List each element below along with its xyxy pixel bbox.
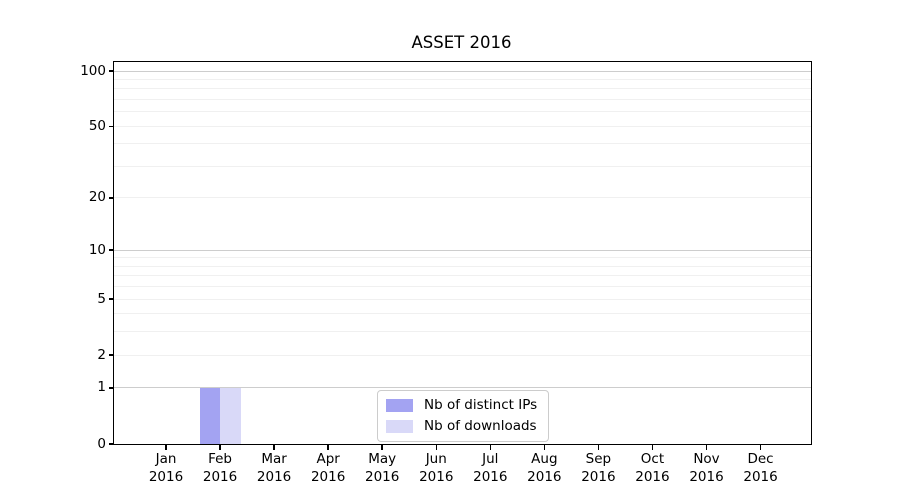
x-tick-year: 2016 xyxy=(581,468,616,485)
x-tick-month: Mar xyxy=(261,451,287,467)
x-tick-year: 2016 xyxy=(527,468,562,485)
x-tick-year: 2016 xyxy=(256,468,292,485)
x-tick-label: Apr 2016 xyxy=(298,451,358,486)
chart-title: ASSET 2016 xyxy=(411,33,512,52)
x-tick-month: Nov xyxy=(693,451,720,467)
x-tick-mark xyxy=(381,445,383,450)
minor-gridline xyxy=(114,88,811,90)
minor-gridline xyxy=(114,78,811,80)
x-tick-month: Apr xyxy=(316,451,340,467)
minor-gridline xyxy=(114,265,811,267)
x-tick-month: Jan xyxy=(155,451,177,467)
y-tick-mark xyxy=(108,443,113,445)
x-tick-year: 2016 xyxy=(365,468,400,485)
x-tick-mark xyxy=(327,445,329,450)
x-tick-label: Nov 2016 xyxy=(677,451,737,486)
y-tick-label: 50 xyxy=(88,117,106,134)
legend: Nb of distinct IPs Nb of downloads xyxy=(377,390,550,442)
y-tick-mark xyxy=(108,298,113,300)
y-tick-mark xyxy=(108,354,113,356)
x-tick-label: Mar 2016 xyxy=(244,451,304,486)
x-tick-year: 2016 xyxy=(743,468,778,485)
minor-gridline xyxy=(114,286,811,288)
legend-item: Nb of distinct IPs xyxy=(386,397,537,414)
x-tick-label: Oct 2016 xyxy=(622,451,682,486)
y-tick-mark xyxy=(108,125,113,128)
x-tick-month: May xyxy=(368,451,397,467)
x-tick-month: Jun xyxy=(425,451,447,467)
legend-label: Nb of downloads xyxy=(424,418,537,434)
x-tick-year: 2016 xyxy=(310,468,346,485)
x-tick-label: Aug 2016 xyxy=(514,451,574,486)
x-tick-label: Jan 2016 xyxy=(136,451,196,486)
x-tick-month: Oct xyxy=(640,451,665,467)
y-tick-label: 20 xyxy=(88,189,106,206)
x-tick-mark xyxy=(597,445,600,450)
x-tick-mark xyxy=(543,445,546,450)
x-tick-mark xyxy=(273,445,275,450)
minor-gridline xyxy=(114,143,811,145)
x-tick-month: Jul xyxy=(482,451,499,467)
x-tick-label: May 2016 xyxy=(352,451,412,486)
minor-gridline xyxy=(114,331,811,333)
minor-gridline xyxy=(114,275,811,277)
x-tick-year: 2016 xyxy=(202,468,238,485)
x-tick-mark xyxy=(435,445,437,450)
y-tick-mark xyxy=(108,197,113,199)
minor-gridline xyxy=(114,99,811,101)
minor-gridline xyxy=(114,111,811,113)
x-tick-label: Jun 2016 xyxy=(406,451,466,486)
x-tick-month: Feb xyxy=(208,451,232,467)
plot-area: 0 1 2 5 10 20 50 100 Jan 2016 Feb 2016 Mar 2016 Apr 201… xyxy=(80,61,812,485)
minor-gridline xyxy=(114,197,811,199)
x-tick-mark xyxy=(651,445,654,450)
legend-color-swatch xyxy=(386,420,413,433)
y-tick-mark xyxy=(108,70,113,72)
y-tick-label: 2 xyxy=(97,346,106,363)
legend-item: Nb of downloads xyxy=(386,418,537,435)
major-gridline xyxy=(114,387,811,389)
x-tick-mark xyxy=(705,445,708,450)
minor-gridline xyxy=(114,298,811,300)
x-tick-mark xyxy=(489,445,492,450)
y-tick-label: 10 xyxy=(88,241,106,258)
bar xyxy=(199,387,221,444)
legend-label: Nb of distinct IPs xyxy=(424,397,538,413)
x-tick-month: Sep xyxy=(585,451,612,467)
minor-gridline xyxy=(114,313,811,315)
y-tick-label: 1 xyxy=(97,379,106,396)
x-tick-year: 2016 xyxy=(419,468,454,485)
y-tick-mark xyxy=(108,387,113,389)
bar xyxy=(220,387,241,444)
minor-gridline xyxy=(114,257,811,259)
y-tick-mark xyxy=(108,249,113,251)
x-tick-label: Feb 2016 xyxy=(190,451,250,486)
minor-gridline xyxy=(114,354,811,356)
x-tick-year: 2016 xyxy=(148,468,184,485)
x-tick-mark xyxy=(759,445,762,450)
x-tick-mark xyxy=(165,445,167,450)
x-tick-year: 2016 xyxy=(635,468,670,485)
y-tick-label: 0 xyxy=(97,435,106,452)
x-tick-mark xyxy=(219,445,221,450)
x-tick-year: 2016 xyxy=(473,468,508,485)
x-tick-label: Sep 2016 xyxy=(568,451,628,486)
legend-color-swatch xyxy=(386,399,413,412)
y-tick-label: 5 xyxy=(97,290,106,307)
minor-gridline xyxy=(114,125,811,127)
x-tick-year: 2016 xyxy=(689,468,724,485)
major-gridline xyxy=(114,249,811,251)
y-tick-label: 100 xyxy=(80,62,106,79)
x-tick-label: Dec 2016 xyxy=(731,451,791,486)
x-tick-month: Dec xyxy=(747,451,774,467)
minor-gridline xyxy=(114,166,811,167)
x-tick-month: Aug xyxy=(531,451,558,467)
x-tick-label: Jul 2016 xyxy=(460,451,520,486)
major-gridline xyxy=(114,70,811,72)
